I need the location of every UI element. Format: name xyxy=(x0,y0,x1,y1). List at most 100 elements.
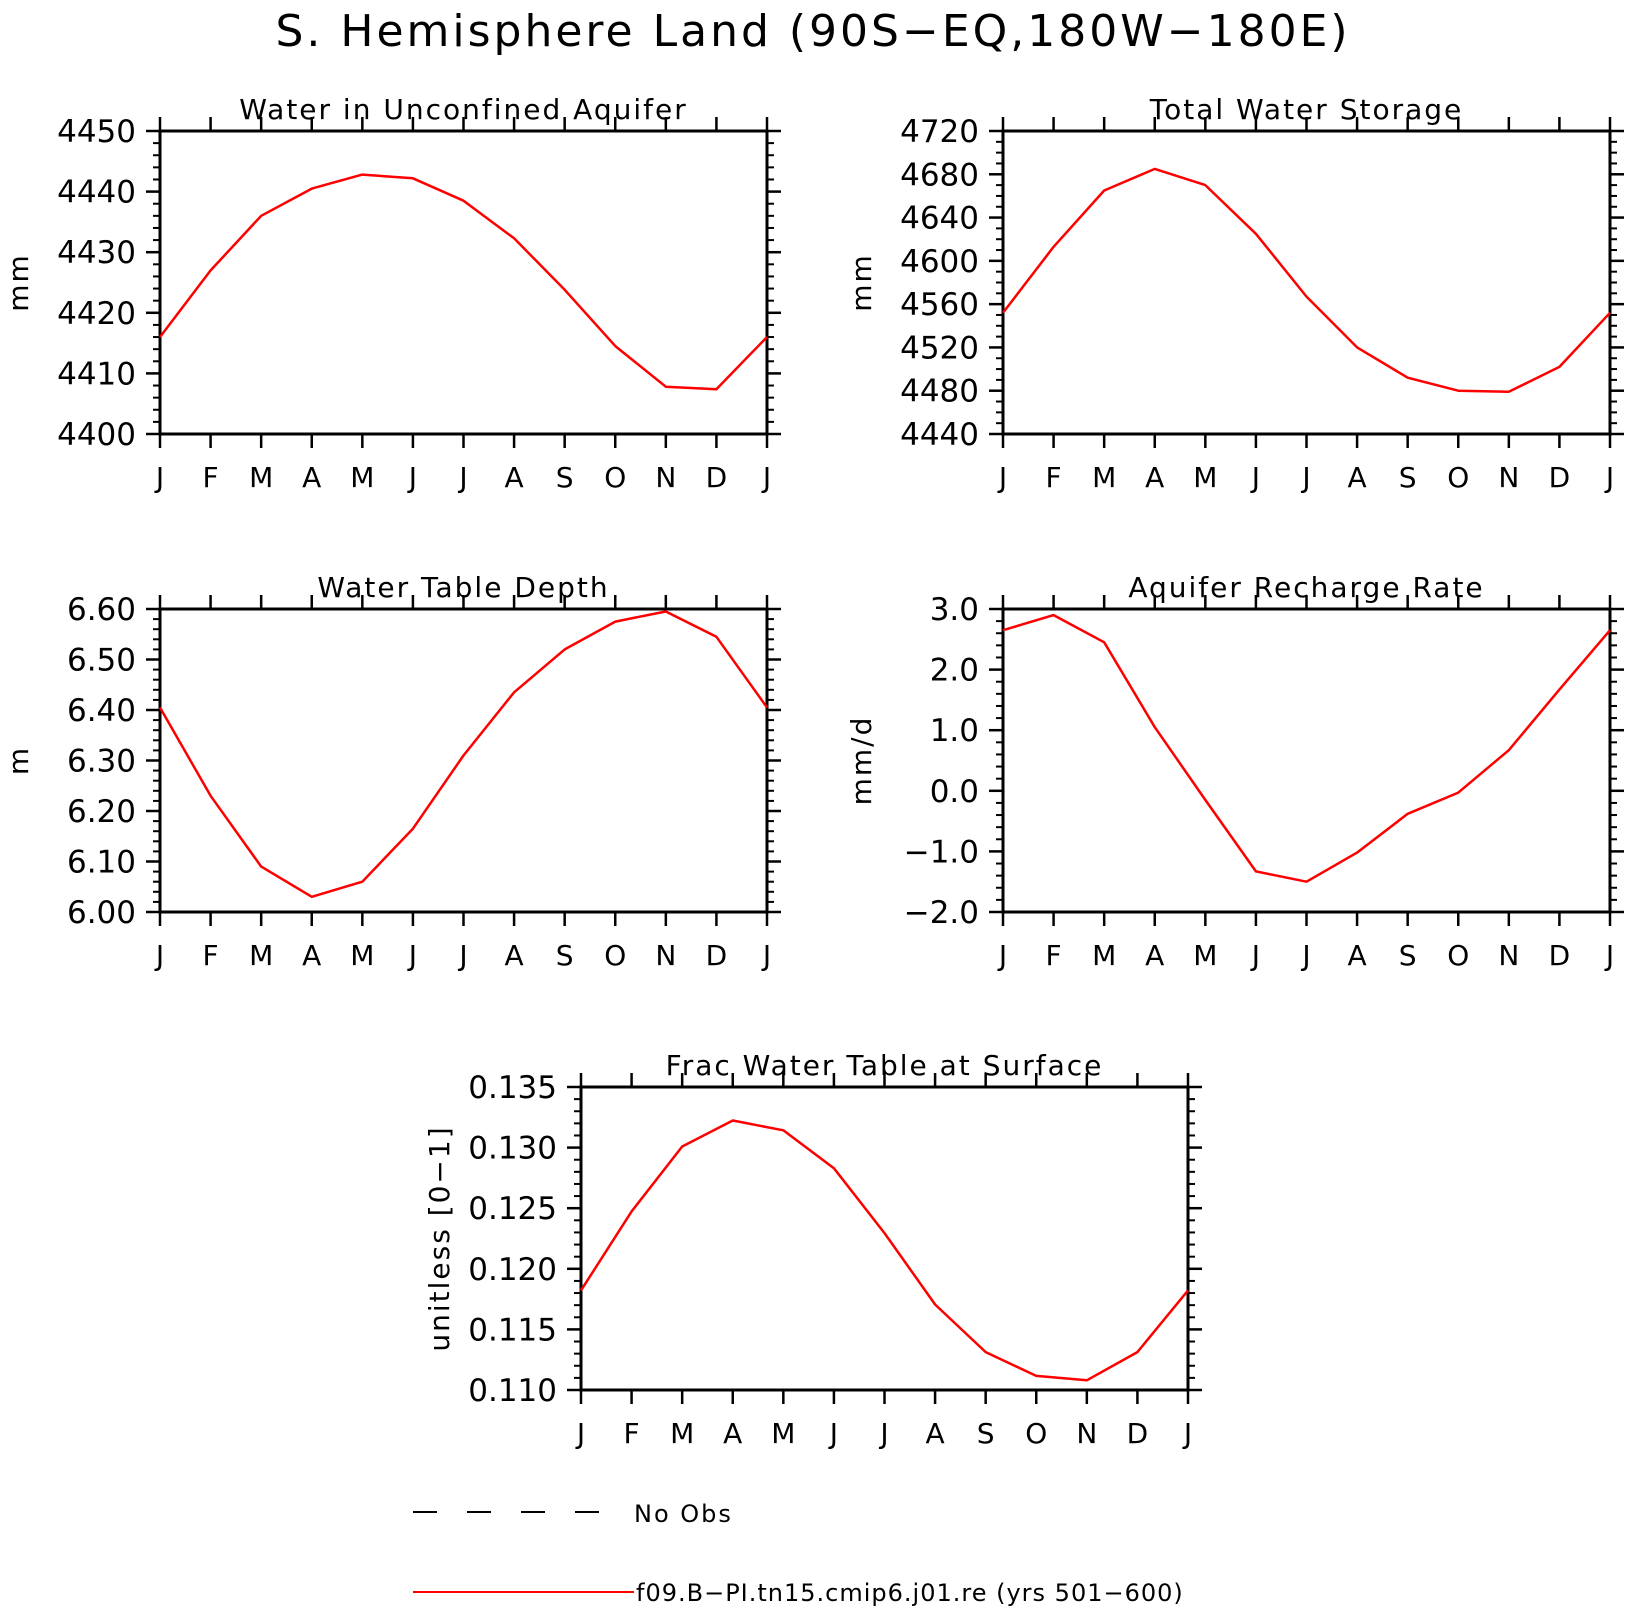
x-tick-label: M xyxy=(670,1417,694,1450)
x-tick-label: A xyxy=(926,1417,945,1450)
x-tick-label: A xyxy=(1145,939,1164,972)
x-tick-label: N xyxy=(1498,939,1519,972)
y-tick-label: −2.0 xyxy=(904,895,979,931)
plot-frame xyxy=(579,1085,1190,1392)
x-tick-label: M xyxy=(249,939,273,972)
y-axis-label: mm xyxy=(845,253,878,312)
y-tick-label: 4480 xyxy=(900,374,979,410)
x-tick-label: J xyxy=(457,461,467,494)
x-tick-label: O xyxy=(1447,461,1469,494)
x-tick-label: N xyxy=(655,939,676,972)
y-tick-label: 2.0 xyxy=(930,653,979,689)
x-tick-label: J xyxy=(1250,939,1260,972)
x-tick-label: J xyxy=(1300,939,1310,972)
y-tick-label: 4450 xyxy=(57,114,136,150)
x-tick-label: O xyxy=(604,461,626,494)
y-tick-label: 4640 xyxy=(900,201,979,237)
y-tick-label: 3.0 xyxy=(930,592,979,628)
y-tick-label: 1.0 xyxy=(930,713,979,749)
x-tick-label: N xyxy=(1076,1417,1097,1450)
y-tick-label: 0.0 xyxy=(930,774,979,810)
plot-frame xyxy=(158,607,769,914)
x-tick-label: M xyxy=(1092,461,1116,494)
x-tick-label: M xyxy=(350,461,374,494)
x-tick-label: A xyxy=(505,461,524,494)
y-tick-label: 4560 xyxy=(900,287,979,323)
y-tick-label: 6.30 xyxy=(67,744,136,780)
y-tick-label: 0.115 xyxy=(468,1312,557,1348)
x-tick-label: A xyxy=(723,1417,742,1450)
x-tick-label: S xyxy=(977,1417,995,1450)
x-tick-label: D xyxy=(706,939,728,972)
y-tick-label: 4680 xyxy=(900,157,979,193)
figure-title: S. Hemisphere Land (90S−EQ,180W−180E) xyxy=(275,6,1350,57)
y-tick-label: 4600 xyxy=(900,244,979,280)
x-tick-label: J xyxy=(1250,461,1260,494)
plot-frame xyxy=(158,129,769,436)
x-tick-label: A xyxy=(302,461,321,494)
x-tick-label: A xyxy=(1348,461,1367,494)
x-tick-label: J xyxy=(1300,461,1310,494)
y-tick-label: 0.110 xyxy=(468,1373,557,1409)
series-line xyxy=(1002,613,1611,883)
y-tick-label: 0.130 xyxy=(468,1131,557,1167)
y-tick-label: 6.60 xyxy=(67,592,136,628)
x-tick-label: J xyxy=(154,461,164,494)
x-tick-label: M xyxy=(350,939,374,972)
legend-obs-label: No Obs xyxy=(634,1500,733,1528)
y-tick-label: 4720 xyxy=(900,114,979,150)
series-line xyxy=(158,610,769,899)
x-tick-label: S xyxy=(556,939,574,972)
y-tick-label: 0.135 xyxy=(468,1070,557,1106)
x-tick-label: J xyxy=(761,461,771,494)
x-tick-label: J xyxy=(407,461,417,494)
y-tick-label: 6.10 xyxy=(67,845,136,881)
x-tick-label: O xyxy=(604,939,626,972)
legend: No Obs f09.B−PI.tn15.cmip6.j01.re (yrs 5… xyxy=(413,1500,1184,1607)
series-line xyxy=(579,1119,1189,1382)
x-tick-label: J xyxy=(1604,939,1614,972)
y-tick-label: 4420 xyxy=(57,296,136,332)
y-axis-label: m xyxy=(2,746,35,775)
x-tick-label: D xyxy=(1549,461,1571,494)
x-tick-label: D xyxy=(1127,1417,1149,1450)
x-tick-label: F xyxy=(624,1417,640,1450)
x-tick-label: J xyxy=(997,461,1007,494)
x-tick-label: M xyxy=(1092,939,1116,972)
x-tick-label: A xyxy=(1348,939,1367,972)
y-tick-label: 6.50 xyxy=(67,643,136,679)
y-tick-label: 0.125 xyxy=(468,1191,557,1227)
y-tick-label: 6.20 xyxy=(67,794,136,830)
x-tick-label: J xyxy=(1604,461,1614,494)
x-tick-label: F xyxy=(1046,939,1062,972)
plot-frame xyxy=(1001,129,1612,436)
x-tick-label: J xyxy=(878,1417,888,1450)
x-tick-label: M xyxy=(249,461,273,494)
y-tick-label: −1.0 xyxy=(904,834,979,870)
x-tick-label: M xyxy=(1193,939,1217,972)
x-tick-label: F xyxy=(1046,461,1062,494)
x-tick-label: J xyxy=(1182,1417,1192,1450)
x-tick-label: N xyxy=(1498,461,1519,494)
y-axis-label: mm/d xyxy=(845,716,878,806)
x-tick-label: F xyxy=(203,461,219,494)
x-tick-label: A xyxy=(302,939,321,972)
y-tick-label: 4400 xyxy=(57,417,136,453)
plot-frame xyxy=(1001,607,1612,914)
y-tick-label: 0.120 xyxy=(468,1252,557,1288)
y-tick-label: 4440 xyxy=(900,417,979,453)
x-tick-label: J xyxy=(997,939,1007,972)
y-axis-label: unitless [0−1] xyxy=(423,1125,456,1351)
x-tick-label: J xyxy=(761,939,771,972)
x-tick-label: F xyxy=(203,939,219,972)
x-tick-label: S xyxy=(1399,939,1417,972)
x-tick-label: J xyxy=(457,939,467,972)
x-tick-label: J xyxy=(575,1417,585,1450)
legend-model-label: f09.B−PI.tn15.cmip6.j01.re (yrs 501−600) xyxy=(636,1579,1184,1607)
